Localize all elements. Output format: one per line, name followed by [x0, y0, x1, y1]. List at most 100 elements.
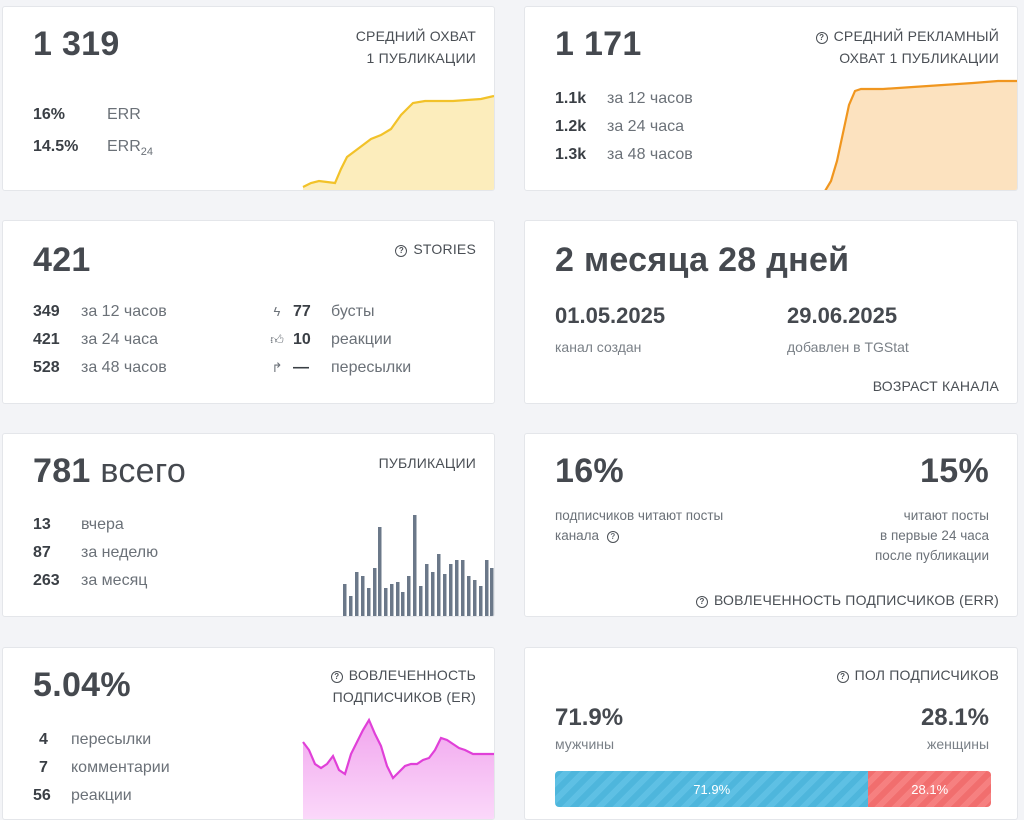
ad-reach-line: [824, 79, 1017, 190]
err-card: 16% подписчиков читают посты канала ? 15…: [524, 433, 1018, 617]
err-right-text: читают посты в первые 24 часа после публ…: [875, 508, 989, 563]
publications-bar: [361, 576, 365, 616]
gender-title[interactable]: ? ПОЛ ПОДПИСЧИКОВ: [836, 664, 999, 686]
publications-bar: [413, 515, 417, 616]
er-reactions-row: 56 реакции: [33, 787, 132, 804]
publications-bar: [419, 586, 423, 616]
reach-value: 1 319: [33, 25, 120, 63]
female-segment: 28.1%: [868, 771, 991, 807]
stories-forwards-row: ↱ — пересылки: [269, 354, 412, 382]
publications-bar: [390, 584, 394, 616]
stories-row-48h: 528 за 48 часов: [33, 359, 167, 376]
publications-bar: [479, 586, 483, 616]
created-label: канал создан: [555, 339, 642, 355]
publications-bar: [425, 564, 429, 616]
gender-card: ? ПОЛ ПОДПИСЧИКОВ 71.9% мужчины 28.1% жен…: [524, 647, 1018, 820]
ad-reach-value: 1 171: [555, 25, 642, 63]
stories-value: 421: [33, 241, 91, 279]
reach-card: 1 319 СРЕДНИЙ ОХВАТ 1 ПУБЛИКАЦИИ 16% ERR …: [2, 6, 495, 191]
publications-week-row: 87 за неделю: [33, 544, 159, 561]
publications-bar: [333, 616, 335, 617]
publications-bar: [373, 568, 377, 616]
stories-card: 421 ? STORIES 349 за 12 часов 421 за 24 час…: [2, 220, 495, 404]
publications-bar: [431, 572, 435, 616]
publications-yesterday-row: 13 вчера: [33, 516, 124, 533]
help-icon[interactable]: ?: [330, 671, 343, 683]
er-value: 5.04%: [33, 666, 131, 704]
help-icon[interactable]: ?: [695, 596, 708, 608]
er-area: [303, 720, 494, 819]
publications-bar: [437, 554, 441, 616]
ad-reach-row-12h: 1.1k за 12 часов: [555, 90, 693, 107]
reach-err24-row: 14.5% ERR24: [33, 138, 154, 158]
stories-row-12h: 349 за 12 часов: [33, 303, 167, 320]
er-title[interactable]: ? ВОВЛЕЧЕННОСТЬ ПОДПИСЧИКОВ (ER): [330, 667, 476, 705]
created-date: 01.05.2025: [555, 303, 666, 328]
male-value: 71.9%: [555, 704, 624, 731]
ad-reach-title[interactable]: ? СРЕДНИЙ РЕКЛАМНЫЙ ОХВАТ 1 ПУБЛИКАЦИИ: [815, 25, 999, 69]
stories-boosts-row: ϟ 77 бусты: [269, 298, 375, 326]
reach-title[interactable]: СРЕДНИЙ ОХВАТ 1 ПУБЛИКАЦИИ: [355, 28, 476, 66]
help-icon[interactable]: ?: [606, 531, 619, 543]
publications-bar: [473, 580, 477, 616]
publications-bar: [407, 576, 411, 616]
er-comments-row: 7 комментарии: [39, 759, 170, 776]
thumbs-up-icon: 👍︎: [270, 332, 284, 347]
er-line: [302, 717, 494, 780]
reach-err-row: 16% ERR: [33, 106, 141, 123]
female-label: женщины: [926, 736, 989, 752]
publications-bar: [490, 568, 494, 616]
err-left-value: 16%: [555, 452, 624, 490]
err-right-value: 15%: [920, 452, 989, 490]
ad-reach-sparkline: [824, 79, 1017, 190]
reach-sparkline: [302, 94, 494, 190]
forward-arrow-icon: ↱: [271, 360, 283, 375]
male-label: мужчины: [555, 736, 615, 752]
publications-bar-chart: [313, 515, 494, 617]
publications-bar: [318, 616, 320, 617]
publications-bar: [378, 527, 382, 616]
stories-row-24h: 421 за 24 часа: [33, 331, 159, 348]
publications-bar: [313, 616, 315, 617]
ad-reach-row-24h: 1.2k за 24 часа: [555, 118, 685, 135]
publications-bar: [443, 574, 447, 616]
publications-month-row: 263 за месяц: [33, 572, 148, 589]
publications-bar: [467, 576, 471, 616]
help-icon[interactable]: ?: [395, 245, 408, 257]
help-icon[interactable]: ?: [836, 671, 849, 683]
publications-card: 781 всего ПУБЛИКАЦИИ 13 вчера 87 за неделю…: [2, 433, 495, 617]
publications-value: 781 всего: [33, 452, 187, 490]
publications-bar: [323, 616, 325, 617]
publications-bar: [349, 596, 353, 616]
lightning-icon: ϟ: [273, 304, 281, 319]
publications-bar: [461, 560, 465, 616]
channel-age-value: 2 месяца 28 дней: [555, 241, 850, 279]
ad-reach-card: 1 171 ? СРЕДНИЙ РЕКЛАМНЫЙ ОХВАТ 1 ПУБЛИКА…: [524, 6, 1018, 191]
added-date: 29.06.2025: [787, 303, 898, 328]
publications-bar: [449, 564, 453, 616]
channel-age-title: ВОЗРАСТ КАНАЛА: [872, 378, 999, 394]
err-left-text: подписчиков читают посты канала ?: [555, 508, 724, 543]
publications-bar: [485, 560, 489, 616]
channel-age-card: 2 месяца 28 дней 01.05.2025 канал создан…: [524, 220, 1018, 404]
er-forwards-row: 4 пересылки: [39, 731, 152, 748]
publications-title: ПУБЛИКАЦИИ: [378, 455, 476, 471]
gender-ratio-bar: 71.9% 28.1%: [555, 771, 991, 807]
err-title[interactable]: ? ВОВЛЕЧЕННОСТЬ ПОДПИСЧИКОВ (ERR): [695, 589, 999, 611]
publications-bar: [384, 588, 388, 616]
er-sparkline: [302, 717, 494, 819]
reach-line: [302, 94, 494, 188]
stories-title[interactable]: ? STORIES: [395, 238, 476, 260]
male-segment: 71.9%: [555, 771, 869, 807]
female-value: 28.1%: [920, 704, 989, 731]
reach-area: [303, 96, 494, 190]
help-icon[interactable]: ?: [815, 32, 828, 44]
publications-bar: [396, 582, 400, 616]
added-label: добавлен в TGStat: [787, 339, 909, 355]
ad-reach-area: [825, 81, 1017, 190]
publications-bar: [367, 588, 371, 616]
publications-bar: [328, 616, 330, 617]
publications-bar: [455, 560, 459, 616]
publications-bar: [401, 592, 405, 616]
